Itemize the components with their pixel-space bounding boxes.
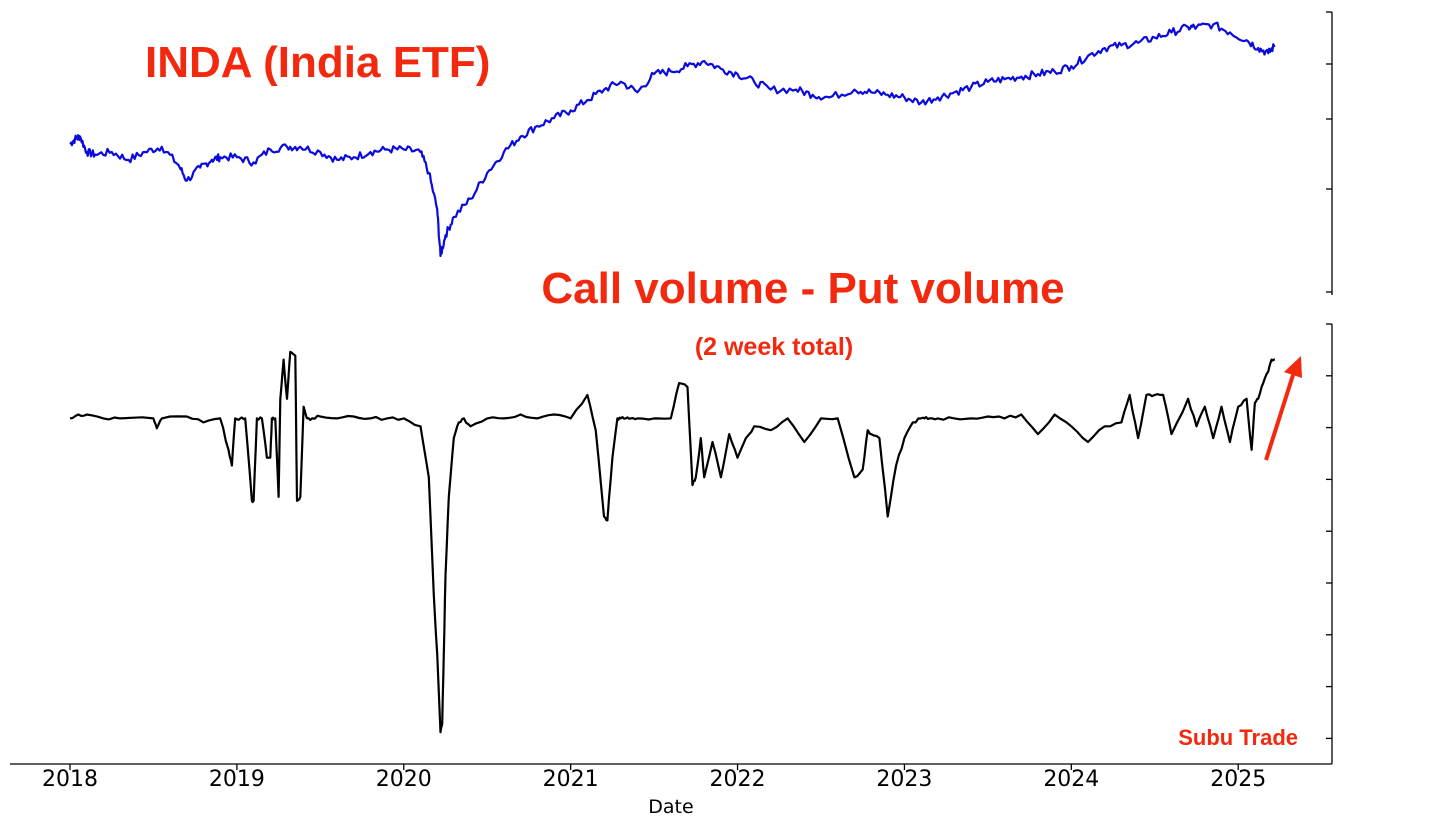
watermark: Subu Trade <box>1178 725 1298 750</box>
x-tick-label: 2025 <box>1210 767 1266 792</box>
x-tick-label: 2022 <box>710 767 766 792</box>
x-tick-label: 2018 <box>42 767 98 792</box>
x-tick-label: 2024 <box>1043 767 1099 792</box>
top-chart-title: INDA (India ETF) <box>145 38 490 87</box>
x-tick-label: 2021 <box>543 767 599 792</box>
bottom-panel-y-ticks <box>1326 323 1332 740</box>
bottom-chart-title: Call volume - Put volume <box>541 264 1064 313</box>
top-panel-y-ticks <box>1326 11 1332 293</box>
x-tick-label: 2023 <box>876 767 932 792</box>
price-series-line <box>69 21 1276 258</box>
x-axis-label: Date <box>648 796 693 818</box>
call-put-series-line <box>69 350 1275 734</box>
x-axis-ticks: 2018 2019 2020 2021 2022 2023 2024 2025 <box>42 764 1266 792</box>
bottom-chart-subtitle: (2 week total) <box>695 333 853 361</box>
x-tick-label: 2020 <box>376 767 432 792</box>
trend-arrow-icon <box>1264 356 1302 461</box>
x-tick-label: 2019 <box>209 767 265 792</box>
